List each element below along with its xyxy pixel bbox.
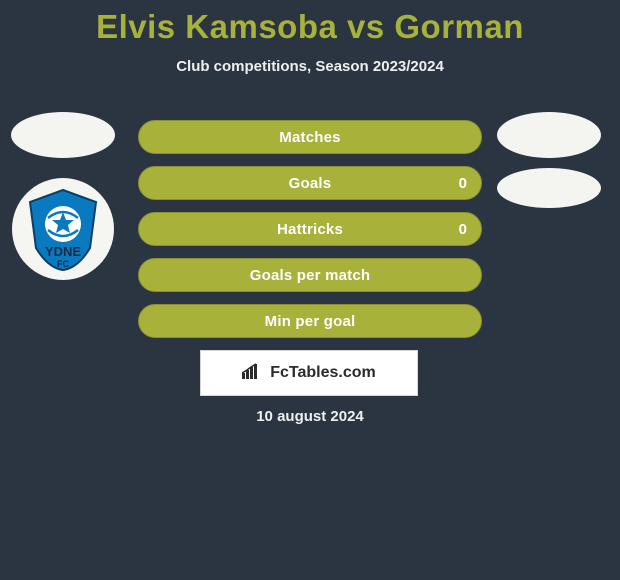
page-title: Elvis Kamsoba vs Gorman [0, 0, 620, 46]
club-badge-icon: YDNE FC [18, 184, 108, 274]
stat-bar-matches: Matches [138, 120, 482, 154]
left-club-badge: YDNE FC [12, 178, 114, 280]
stat-bar-label: Matches [279, 129, 340, 146]
stat-bar-label: Goals per match [250, 267, 371, 284]
page-subtitle: Club competitions, Season 2023/2024 [0, 58, 620, 75]
stat-bar-min-per-goal: Min per goal [138, 304, 482, 338]
credit-text: FcTables.com [270, 364, 376, 382]
right-player-column [494, 112, 604, 208]
stat-bar-label: Goals [289, 175, 332, 192]
left-avatar-placeholder [11, 112, 115, 158]
stat-bar-label: Hattricks [277, 221, 343, 238]
stat-bar-label: Min per goal [265, 313, 356, 330]
club-badge-text: YDNE [45, 244, 81, 259]
left-player-column: YDNE FC [8, 112, 118, 280]
stat-bar-hattricks: Hattricks 0 [138, 212, 482, 246]
credit-badge: FcTables.com [200, 350, 418, 396]
club-badge-text-sub: FC [57, 259, 69, 269]
date-text: 10 august 2024 [0, 408, 620, 425]
stat-bar-goals-per-match: Goals per match [138, 258, 482, 292]
stat-bar-value-right: 0 [459, 175, 467, 192]
stat-bar-value-right: 0 [459, 221, 467, 238]
stat-bar-goals: Goals 0 [138, 166, 482, 200]
right-avatar-placeholder-1 [497, 112, 601, 158]
bar-chart-icon [242, 363, 262, 384]
stat-bars: Matches Goals 0 Hattricks 0 Goals per ma… [138, 120, 482, 338]
right-avatar-placeholder-2 [497, 168, 601, 208]
